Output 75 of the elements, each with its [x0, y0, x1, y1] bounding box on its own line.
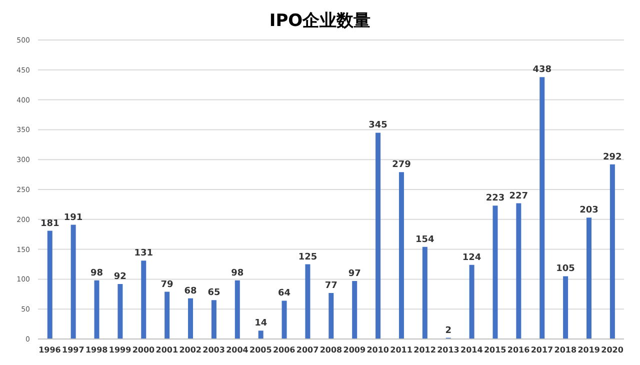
data-label: 2 [445, 326, 452, 336]
data-label: 65 [208, 288, 220, 298]
x-tick-label: 2012 [414, 346, 436, 355]
x-tick-label: 2017 [530, 346, 554, 355]
bar [492, 206, 498, 339]
data-label: 97 [348, 268, 361, 279]
bar [305, 264, 310, 339]
data-label: 124 [462, 252, 482, 263]
bar [398, 172, 404, 339]
data-label: 14 [254, 318, 268, 329]
bar [328, 292, 334, 339]
bar [516, 203, 522, 339]
data-label: 223 [486, 194, 505, 204]
x-tick-label: 2011 [390, 346, 413, 355]
bar [540, 77, 545, 339]
bar [211, 300, 216, 339]
x-tick-label: 1999 [108, 346, 132, 355]
x-tick-label: 1997 [62, 346, 84, 355]
data-label: 64 [278, 288, 291, 299]
data-label: 438 [532, 65, 552, 76]
bar [352, 280, 358, 339]
bar [47, 230, 52, 339]
data-label: 79 [160, 280, 174, 290]
bar [469, 264, 474, 339]
bar [234, 280, 240, 339]
data-label: 98 [90, 268, 104, 278]
data-label: 191 [64, 212, 83, 223]
data-label: 154 [416, 234, 434, 245]
x-tick-label: 2005 [250, 346, 272, 355]
x-tick-label: 2018 [554, 346, 577, 355]
chart-title: IPO企业数量 [268, 10, 372, 33]
bar [282, 300, 287, 339]
x-tick-label: 2009 [343, 346, 366, 355]
x-tick-label: 2004 [226, 346, 249, 355]
bar [141, 260, 146, 339]
bar [70, 224, 76, 339]
bar [586, 218, 592, 339]
x-tick-label: 2019 [578, 346, 600, 355]
data-label: 203 [580, 206, 598, 216]
data-label: 125 [298, 252, 318, 262]
x-tick-label: 2010 [366, 346, 390, 355]
bar [610, 164, 615, 339]
x-tick-label: 2006 [272, 346, 296, 355]
bar [563, 276, 568, 339]
data-label: 292 [603, 152, 622, 162]
x-tick-label: 2001 [156, 346, 178, 355]
x-tick-label: 2020 [601, 346, 624, 355]
x-tick-label: 2002 [179, 346, 202, 355]
x-tick-label: 1996 [38, 346, 62, 355]
x-tick-label: 1998 [85, 346, 108, 355]
bar [422, 246, 428, 339]
data-label: 92 [114, 272, 126, 282]
bar [188, 298, 194, 339]
x-tick-label: 2003 [202, 346, 225, 355]
bar [118, 284, 123, 339]
x-tick-label: 2016 [507, 346, 530, 355]
data-label: 98 [231, 268, 244, 278]
x-tick-label: 2000 [132, 346, 156, 355]
x-tick-label: 2013 [437, 346, 460, 355]
bar [94, 280, 100, 339]
data-label: 105 [556, 264, 575, 274]
bar [258, 330, 264, 339]
bar [376, 132, 381, 339]
x-tick-label: 2014 [460, 346, 484, 355]
x-tick-label: 2015 [484, 346, 507, 355]
data-label: 227 [509, 191, 528, 202]
data-label: 68 [184, 286, 197, 296]
data-label: 181 [40, 218, 60, 229]
data-label: 77 [324, 280, 338, 291]
x-tick-label: 2007 [296, 346, 319, 355]
x-tick-label: 2008 [320, 346, 343, 355]
data-label: 131 [134, 248, 154, 259]
bar [164, 292, 170, 339]
data-label: 345 [368, 120, 388, 131]
data-label: 279 [392, 160, 411, 170]
